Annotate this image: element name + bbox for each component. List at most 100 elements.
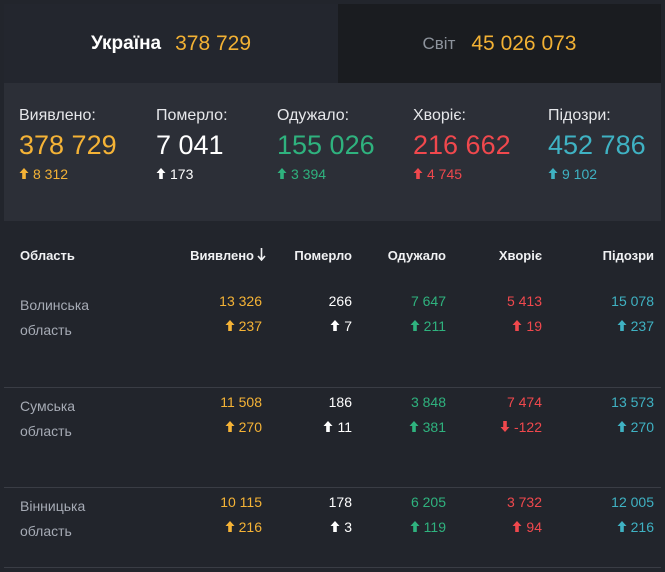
column-header-confirmed-label: Виявлено — [190, 248, 254, 263]
sort-arrow-down-icon — [257, 248, 266, 264]
region-name-line1: Волинська — [20, 297, 90, 313]
column-header-recovered[interactable]: Одужало — [387, 248, 446, 263]
stat-deaths-delta-value: 173 — [170, 166, 194, 182]
stat-sick-value: 216 662 — [413, 130, 511, 160]
arrow-up-icon — [19, 168, 30, 179]
arrow-down-icon — [500, 421, 511, 432]
cell-sick-delta-value: 19 — [526, 318, 542, 334]
region-name-line1: Вінницька — [20, 498, 86, 514]
arrow-up-icon — [617, 421, 628, 432]
tab-world-value: 45 026 073 — [471, 31, 577, 55]
region-name-line2: область — [20, 423, 72, 439]
cell-sick: 3 732 — [506, 494, 542, 510]
stat-recovered-value: 155 026 — [277, 130, 375, 160]
table-bottom-divider — [4, 567, 661, 568]
cell-sick: 7 474 — [506, 394, 542, 410]
cell-confirmed: 11 508 — [220, 394, 262, 410]
column-header-sick[interactable]: Хворіє — [498, 248, 542, 263]
stat-confirmed-value: 378 729 — [19, 130, 117, 160]
stat-sick-delta: 4 745 — [413, 166, 511, 182]
stat-recovered-delta-value: 3 394 — [291, 166, 327, 182]
cell-deaths-delta-value: 7 — [344, 318, 352, 334]
column-header-region[interactable]: Область — [20, 248, 75, 263]
cell-suspected: 12 005 — [611, 494, 654, 510]
stat-confirmed: Виявлено: 378 729 8 312 — [19, 107, 117, 182]
cell-recovered-delta-value: 119 — [423, 519, 446, 535]
cell-sick-delta: 94 — [512, 519, 542, 535]
arrow-up-icon — [323, 421, 334, 432]
tab-ukraine-value: 378 729 — [175, 31, 252, 55]
arrow-up-icon — [410, 521, 421, 532]
cell-deaths: 186 — [328, 394, 352, 410]
cell-confirmed-delta-value: 237 — [238, 318, 262, 334]
cell-sick-delta: -122 — [500, 419, 542, 435]
cell-recovered-delta: 119 — [410, 519, 446, 535]
cell-deaths-delta: 11 — [323, 419, 352, 435]
region-name: Волинська область — [20, 293, 140, 343]
region-name-line1: Сумська — [20, 398, 76, 414]
regions-table: Область Виявлено Померло Одужало Хворіє … — [4, 221, 661, 572]
arrow-up-icon — [225, 421, 236, 432]
cell-suspected-delta-value: 237 — [630, 318, 654, 334]
cell-suspected-delta: 216 — [617, 519, 654, 535]
cell-sick-delta: 19 — [512, 318, 542, 334]
tab-ukraine-label: Україна — [90, 32, 162, 54]
cell-suspected-delta-value: 270 — [630, 419, 654, 435]
table-row[interactable]: Вінницька область 10 115 216 178 3 6 205 119 3 7… — [4, 487, 661, 572]
cell-sick-delta-value: 94 — [526, 519, 542, 535]
arrow-up-icon — [410, 320, 421, 331]
column-header-suspected[interactable]: Підозри — [602, 248, 654, 263]
arrow-up-icon — [617, 320, 628, 331]
stat-confirmed-delta: 8 312 — [19, 166, 117, 182]
cell-recovered: 3 848 — [410, 394, 446, 410]
region-name-line2: область — [20, 322, 72, 338]
arrow-up-icon — [277, 168, 288, 179]
arrow-up-icon — [225, 521, 236, 532]
stat-deaths: Померло: 7 041 173 — [156, 107, 228, 182]
cell-confirmed-delta-value: 270 — [238, 419, 262, 435]
cell-confirmed-delta: 237 — [225, 318, 262, 334]
stat-confirmed-label: Виявлено: — [19, 107, 96, 124]
cell-recovered-delta: 381 — [409, 419, 446, 435]
cell-confirmed-delta: 270 — [225, 419, 262, 435]
column-header-confirmed[interactable]: Виявлено — [166, 248, 266, 264]
tab-world-label: Світ — [422, 33, 456, 53]
stat-confirmed-delta-value: 8 312 — [33, 166, 69, 182]
cell-recovered-delta-value: 381 — [422, 419, 446, 435]
cell-deaths-delta: 3 — [330, 519, 352, 535]
cell-confirmed-delta-value: 216 — [238, 519, 262, 535]
stat-recovered-label: Одужало: — [277, 107, 350, 124]
table-header: Область Виявлено Померло Одужало Хворіє … — [4, 221, 661, 287]
cell-recovered-delta-value: 211 — [423, 318, 446, 334]
cell-deaths-delta: 7 — [330, 318, 352, 334]
cell-confirmed: 10 115 — [220, 494, 262, 510]
arrow-up-icon — [225, 320, 236, 331]
arrow-up-icon — [548, 168, 559, 179]
cell-deaths: 178 — [328, 494, 352, 510]
arrow-up-icon — [512, 521, 523, 532]
stat-suspected: Підозри: 452 786 9 102 — [548, 107, 646, 182]
stat-deaths-delta: 173 — [156, 166, 228, 182]
stat-suspected-delta-value: 9 102 — [562, 166, 598, 182]
arrow-up-icon — [512, 320, 523, 331]
cell-sick-delta-value: -122 — [513, 419, 542, 435]
table-body: Волинська область 13 326 237 266 7 7 647 211 5 4… — [4, 287, 661, 572]
region-tabs: Україна 378 729 Світ 45 026 073 — [4, 4, 661, 83]
table-row[interactable]: Волинська область 13 326 237 266 7 7 647 211 5 4… — [4, 287, 661, 387]
cell-deaths-delta-value: 11 — [337, 419, 352, 435]
cell-recovered-delta: 211 — [410, 318, 446, 334]
tab-world[interactable]: Світ 45 026 073 — [338, 4, 661, 83]
arrow-up-icon — [413, 168, 424, 179]
table-row[interactable]: Сумська область 11 508 270 186 11 3 848 381 7 47… — [4, 387, 661, 487]
summary-panel: Виявлено: 378 729 8 312 Померло: 7 041 1… — [4, 83, 661, 221]
stat-deaths-label: Померло: — [156, 107, 228, 124]
region-name-line2: область — [20, 523, 72, 539]
stat-suspected-delta: 9 102 — [548, 166, 646, 182]
arrow-up-icon — [409, 421, 420, 432]
tab-ukraine[interactable]: Україна 378 729 — [4, 4, 338, 83]
cell-deaths-delta-value: 3 — [344, 519, 352, 535]
column-header-deaths[interactable]: Померло — [294, 248, 352, 263]
stat-sick-delta-value: 4 745 — [427, 166, 463, 182]
cell-confirmed-delta: 216 — [225, 519, 262, 535]
arrow-up-icon — [330, 521, 341, 532]
